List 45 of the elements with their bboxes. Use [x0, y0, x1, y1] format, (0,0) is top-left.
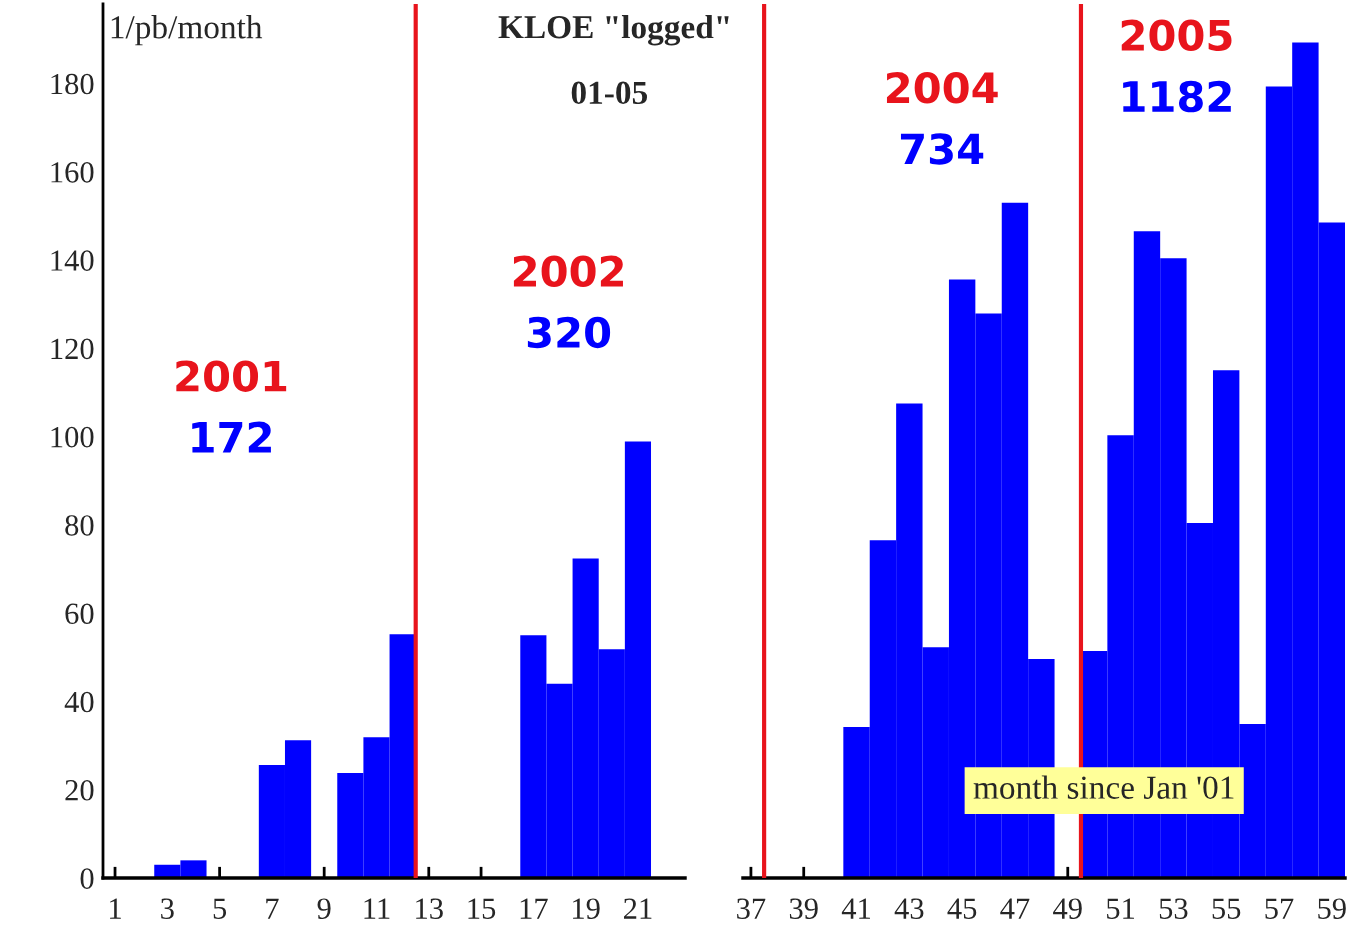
x-tick-label: 41: [841, 898, 870, 919]
y-tick-label: 140: [51, 250, 94, 271]
annotation: 2002: [513, 255, 623, 288]
x-tick-label: 51: [1107, 898, 1135, 919]
x-tick-label: 37: [737, 898, 766, 919]
x-tick-label: 9: [317, 898, 331, 919]
y-tick-label: 120: [51, 338, 94, 360]
x-tick-label: 5: [213, 898, 227, 919]
x-tick-label: 21: [624, 898, 652, 919]
x-tick-label: 53: [1159, 898, 1188, 919]
y-tick-label: 60: [65, 603, 94, 625]
x-tick-label: 19: [573, 898, 600, 919]
x-tick-label: 39: [789, 898, 818, 919]
x-tick-label: 43: [894, 898, 924, 919]
y-tick-label: 80: [65, 515, 94, 536]
y-tick-label: 100: [51, 426, 94, 448]
annotation: 172: [192, 421, 271, 453]
annotation: 2005: [1121, 19, 1232, 52]
annotation: 2001: [176, 360, 287, 392]
y-axis-title: 1/pb/month: [111, 15, 263, 46]
x-tick-label: 59: [1318, 898, 1346, 919]
x-tick-label: 3: [161, 898, 174, 919]
x-tick-label: 57: [1265, 898, 1294, 919]
annotation: 2004: [886, 71, 998, 104]
y-tick-label: 40: [64, 691, 94, 713]
x-tick-label: 17: [520, 898, 548, 919]
x-tick-label: 13: [416, 898, 443, 919]
y-tick-label: 20: [65, 780, 94, 801]
x-tick-label: 15: [468, 898, 496, 919]
annotation: 320: [527, 316, 611, 349]
x-tick-label: 49: [1053, 898, 1082, 919]
y-tick-label: 180: [51, 73, 94, 95]
x-tick-label: 45: [947, 898, 977, 919]
x-tick-label: 11: [364, 898, 390, 919]
x-tick-label: 47: [1000, 898, 1030, 919]
y-tick-label: 0: [80, 868, 94, 889]
x-axis-title: month since Jan '01: [973, 775, 1234, 799]
x-tick-label: 55: [1212, 898, 1241, 919]
x-tick-label: 7: [266, 898, 279, 919]
x-tick-label: 1: [110, 898, 121, 919]
y-tick-label: 160: [51, 162, 94, 183]
annotation: 734: [900, 133, 984, 165]
text: 01-05: [571, 81, 648, 105]
annotation: 1182: [1123, 80, 1231, 113]
chart-title: KLOE "logged": [498, 14, 729, 46]
